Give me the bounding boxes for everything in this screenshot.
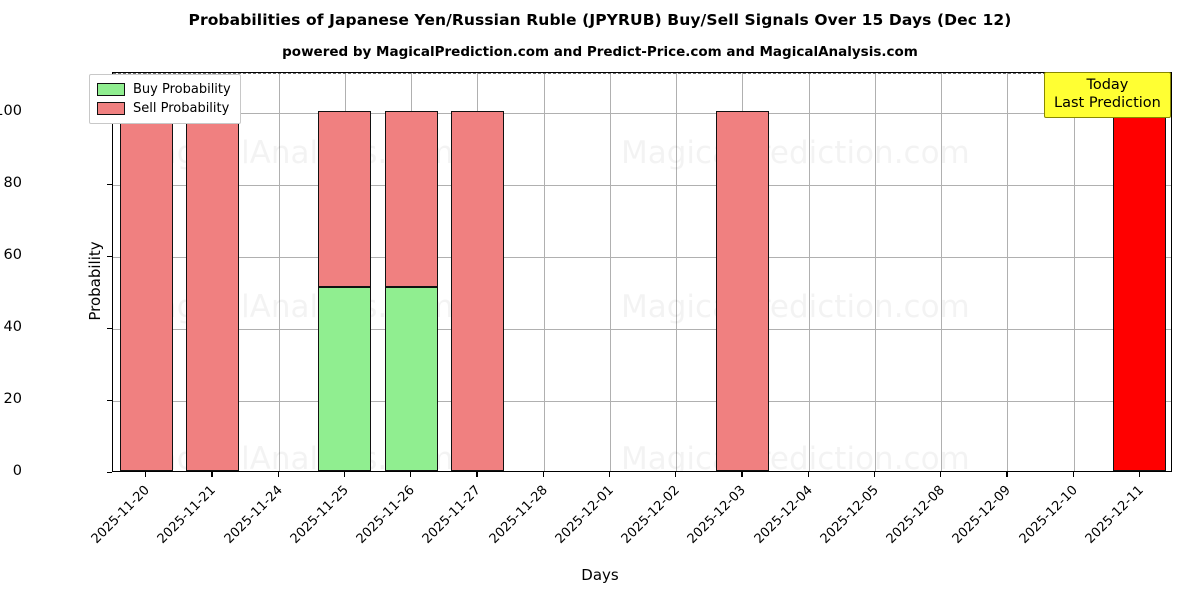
legend-swatch-buy-icon [97,83,125,96]
gridline-vertical [609,73,611,471]
y-tick-label: 60 [3,246,22,263]
watermark-text: MagicalPrediction.com [621,135,970,171]
bar-group [450,73,504,471]
x-tick-mark [873,472,876,477]
bar-segment-sell [185,110,239,471]
x-tick-mark [741,472,743,477]
chart-subtitle: powered by MagicalPrediction.com and Pre… [282,44,918,60]
legend-label-sell: Sell Probability [133,101,230,116]
bar-segment-sell [450,110,504,471]
bar-segment-sell [384,110,438,288]
legend-item-buy: Buy Probability [97,80,231,99]
y-tick-mark [107,183,112,185]
gridline-vertical [874,73,876,471]
y-tick-label: 40 [3,318,22,335]
x-tick-mark [807,472,809,477]
today-annotation-box: Today Last Prediction [1044,72,1171,119]
x-tick-mark [343,472,346,477]
gridline-horizontal [113,112,1171,114]
x-tick-mark [410,472,412,477]
x-tick-mark [608,472,611,477]
x-tick-mark [675,472,677,477]
x-tick-mark [940,472,942,477]
chart-legend: Buy Probability Sell Probability [89,74,241,124]
bar-group [318,73,372,471]
chart-title: Probabilities of Japanese Yen/Russian Ru… [188,11,1012,29]
y-tick-mark [107,327,112,330]
legend-item-sell: Sell Probability [97,99,231,118]
x-tick-mark [476,472,478,477]
plot-area: MagicalAnalysis.comMagicalPrediction.com… [112,72,1172,472]
bar-group [185,73,239,471]
bar-segment-sell [119,110,173,471]
x-axis-title: Days [581,566,619,584]
watermark-text: MagicalPrediction.com [621,441,970,471]
gridline-horizontal [113,328,1171,330]
legend-swatch-sell-icon [97,102,125,115]
x-tick-mark [145,472,147,477]
bar-group [1113,73,1167,471]
gridline-vertical [808,73,810,471]
y-tick-label: 80 [3,174,22,191]
x-tick-mark [277,472,279,477]
y-tick-label: 100 [0,102,22,119]
y-tick-mark [107,255,112,257]
reference-dashed-line [113,73,1171,74]
bar-segment-buy [384,287,438,471]
x-tick-mark [211,472,213,477]
bar-segment-today [1113,110,1167,471]
gridline-horizontal [113,184,1171,186]
bar-group [384,73,438,471]
y-tick-mark [107,399,112,402]
x-tick-mark [1072,472,1074,477]
gridline-vertical [543,73,545,471]
y-axis-title: Probability [86,241,104,321]
gridline-vertical [676,73,678,471]
watermark-text: MagicalPrediction.com [621,289,970,325]
y-tick-label: 0 [12,463,22,479]
gridline-vertical [278,73,280,471]
bar-group [119,73,173,471]
gridline-vertical [1007,73,1009,471]
bar-segment-sell [715,110,769,471]
gridline-horizontal [113,256,1171,258]
gridline-vertical [1073,73,1075,471]
y-tick-label: 20 [3,390,22,407]
today-label: Today [1086,77,1129,93]
gridline-vertical [941,73,943,471]
bar-segment-buy [318,287,372,471]
y-tick-mark [107,472,112,474]
bar-segment-sell [318,110,372,288]
x-tick-mark [1138,472,1141,477]
last-prediction-label: Last Prediction [1054,94,1161,111]
legend-label-buy: Buy Probability [133,82,231,97]
bar-group [715,73,769,471]
gridline-horizontal [113,400,1171,402]
x-tick-mark [542,472,544,477]
x-tick-mark [1006,472,1008,477]
